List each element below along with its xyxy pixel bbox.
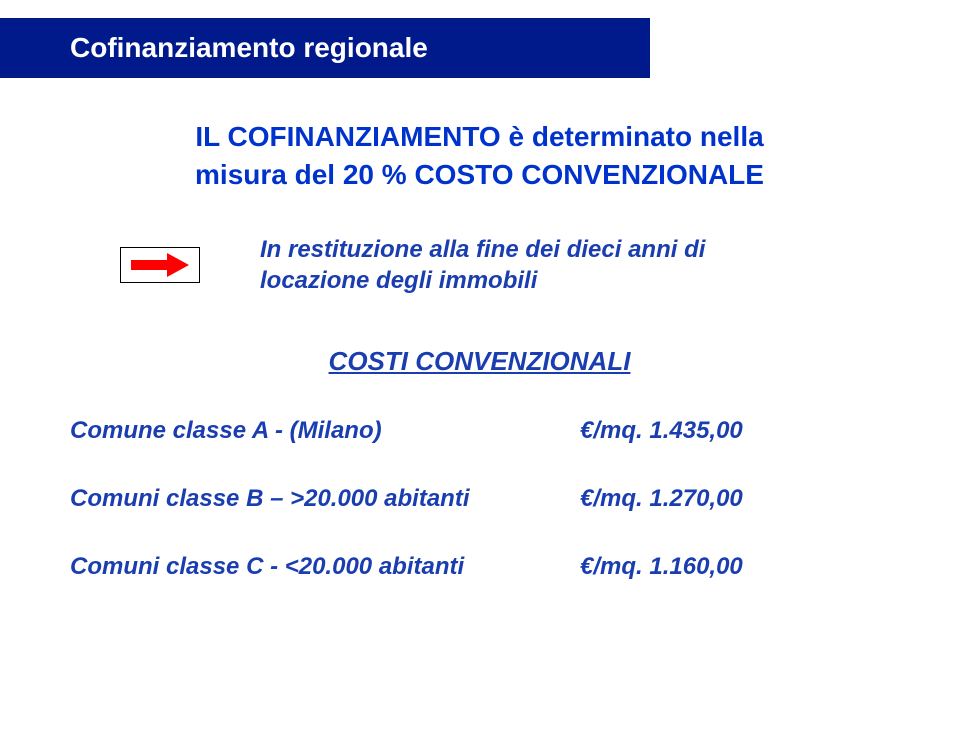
arrow-note: In restituzione alla fine dei dieci anni…: [260, 234, 705, 296]
title-text: Cofinanziamento regionale: [70, 32, 428, 64]
subtitle-line1: IL COFINANZIAMENTO è determinato nella: [195, 121, 763, 152]
row-label-2: Comuni classe C - <20.000 abitanti: [70, 553, 580, 581]
row-label-1: Comuni classe B – >20.000 abitanti: [70, 485, 580, 513]
cost-row: Comuni classe C - <20.000 abitanti €/mq.…: [0, 553, 959, 581]
arrow-right-icon: [131, 253, 189, 277]
cost-row: Comuni classe B – >20.000 abitanti €/mq.…: [0, 485, 959, 513]
title-bar: Cofinanziamento regionale: [0, 18, 650, 78]
row-value-2: €/mq. 1.160,00: [580, 553, 743, 581]
subtitle: IL COFINANZIAMENTO è determinato nella m…: [0, 118, 959, 194]
row-value-1: €/mq. 1.270,00: [580, 485, 743, 513]
row-label-0: Comune classe A - (Milano): [70, 417, 580, 445]
section-heading: COSTI CONVENZIONALI: [0, 346, 959, 377]
cost-row: Comune classe A - (Milano) €/mq. 1.435,0…: [0, 417, 959, 445]
subtitle-line2: misura del 20 % COSTO CONVENZIONALE: [195, 159, 764, 190]
arrow-note-line2: locazione degli immobili: [260, 267, 537, 294]
arrow-box: [120, 247, 200, 283]
arrow-row: In restituzione alla fine dei dieci anni…: [0, 234, 959, 296]
row-value-0: €/mq. 1.435,00: [580, 417, 743, 445]
arrow-note-line1: In restituzione alla fine dei dieci anni…: [260, 236, 705, 263]
